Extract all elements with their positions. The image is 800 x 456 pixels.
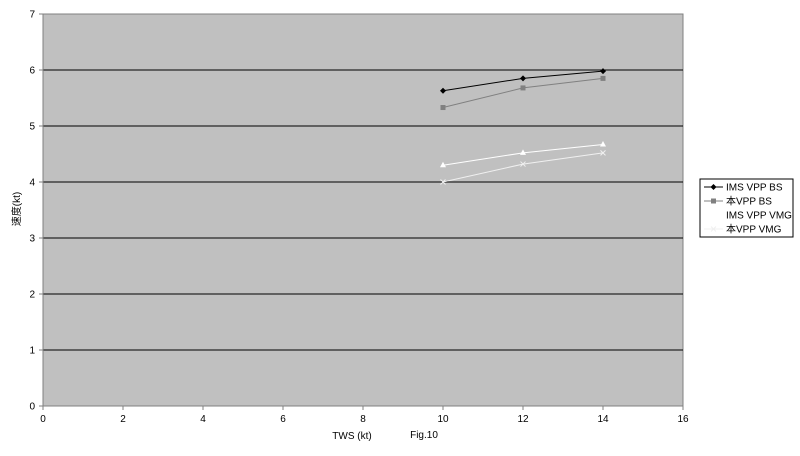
legend-item: IMS VPP BS (704, 183, 783, 194)
data-point (600, 68, 606, 75)
x-tick-label: 0 (40, 414, 46, 425)
figure-annotation: Fig.10 (410, 430, 438, 441)
x-tick-label: 10 (437, 414, 449, 425)
data-point (520, 149, 526, 155)
x-tick-label: 8 (360, 414, 366, 425)
y-axis-title: 速度(kt) (10, 192, 23, 226)
legend-marker (711, 198, 716, 204)
x-tick-label: 4 (200, 414, 206, 425)
plot-area (42, 13, 684, 407)
legend-label: 本VPP BS (726, 195, 772, 208)
x-tick-label: 16 (677, 414, 689, 425)
x-tick-label: 14 (597, 414, 609, 425)
data-point (520, 85, 526, 91)
data-point (440, 161, 446, 168)
series-group (440, 68, 606, 185)
series-1 (440, 68, 606, 94)
y-tick-label: 7 (29, 10, 35, 21)
legend-marker (710, 211, 717, 217)
legend-label: 本VPP VMG (726, 223, 782, 236)
legend-item: IMS VPP VMG (704, 211, 792, 222)
data-point (520, 161, 526, 167)
legend-label: IMS VPP VMG (726, 211, 792, 222)
legend-marker (710, 184, 717, 190)
x-axis-title: TWS (kt) (332, 431, 371, 442)
x-tick-label: 2 (120, 414, 126, 425)
y-tick-label: 4 (29, 178, 35, 189)
data-point (600, 150, 606, 156)
data-point (600, 140, 606, 147)
legend-item: 本VPP VMG (704, 223, 782, 236)
x-tick-labels: 0 2 4 6 8 10 12 14 16 (40, 406, 689, 425)
y-tick-label: 1 (29, 346, 35, 357)
gridlines (43, 69, 683, 351)
data-point (440, 87, 446, 94)
data-point (440, 179, 446, 185)
x-tick-label: 6 (280, 414, 286, 425)
legend-marker (710, 226, 717, 232)
y-tick-label: 0 (29, 402, 35, 413)
data-point (520, 75, 526, 82)
data-point (440, 105, 446, 111)
y-tick-label: 2 (29, 290, 35, 301)
data-point (600, 75, 606, 81)
y-tick-label: 3 (29, 234, 35, 245)
series-4 (440, 150, 606, 185)
y-tick-label: 5 (29, 122, 35, 133)
legend-item: 本VPP BS (704, 195, 772, 208)
y-tick-label: 6 (29, 66, 35, 77)
y-tick-labels: 0 1 2 3 4 5 6 7 (29, 10, 43, 413)
x-tick-label: 12 (517, 414, 529, 425)
series-3 (440, 140, 606, 168)
series-2 (440, 75, 606, 111)
legend-label: IMS VPP BS (726, 183, 783, 194)
